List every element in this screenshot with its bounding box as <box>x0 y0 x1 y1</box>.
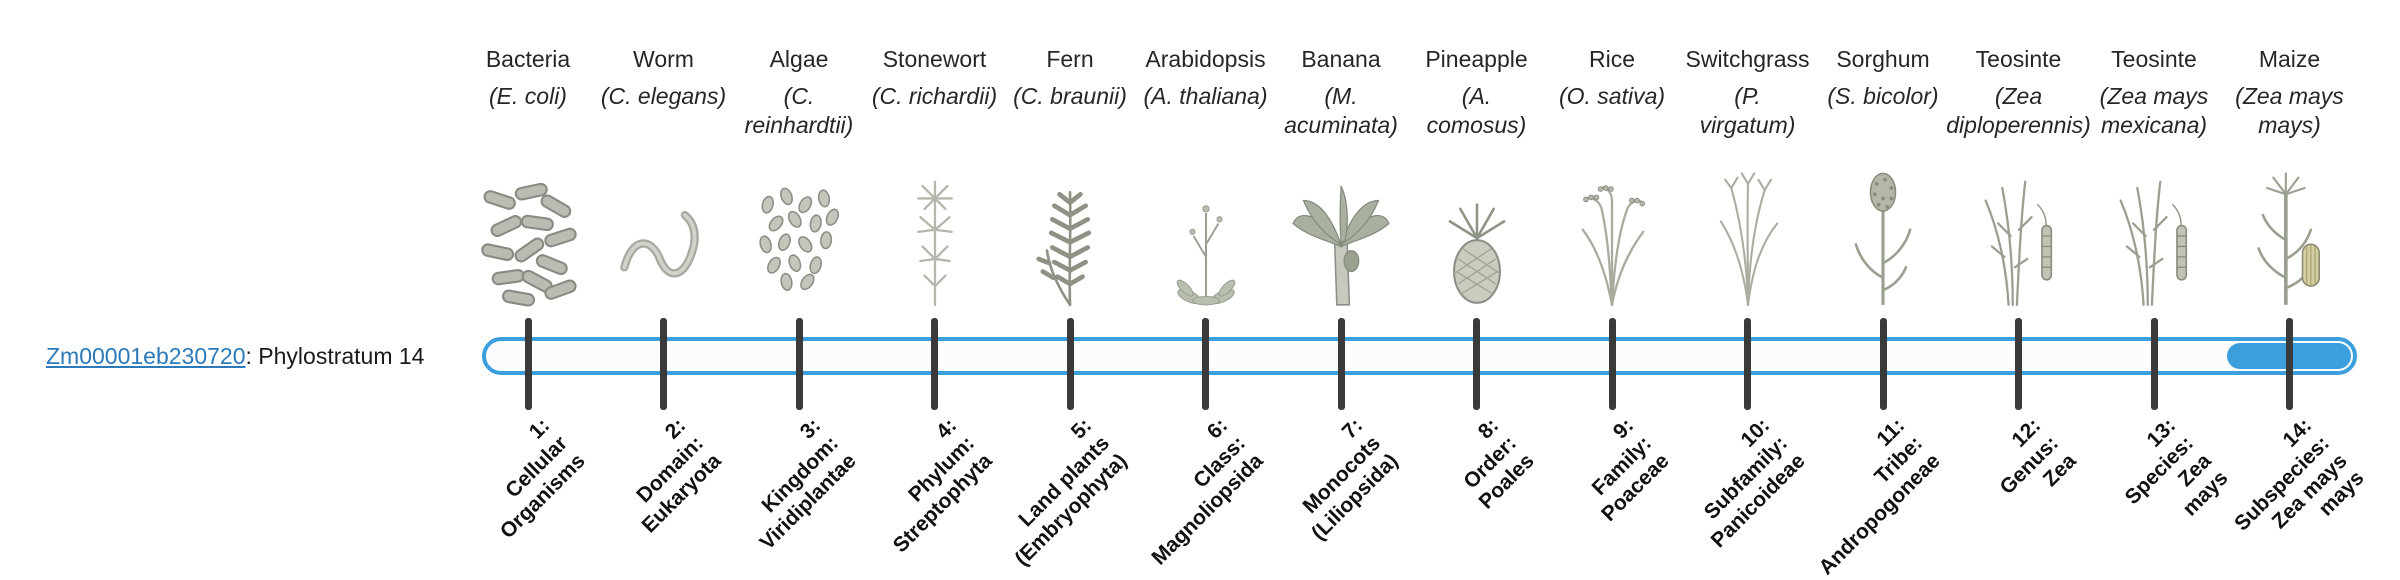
organism-sci-name: (A. thaliana) <box>1143 83 1268 109</box>
organism-name: Teosinte <box>1975 46 2062 72</box>
phylostratum-tick <box>524 318 532 410</box>
phylostratum-tick <box>1608 318 1616 410</box>
organism-sci-name: (Zea mays mexicana) <box>2099 83 2209 138</box>
gene-label: Zm00001eb230720: Phylostratum 14 <box>46 343 424 370</box>
phylostratum-tick <box>1202 318 1209 410</box>
sorghum-icon <box>1825 163 1941 309</box>
teosinte-icon <box>2096 163 2212 309</box>
organism-sci-name: (Zea diploperennis) <box>1946 83 2091 138</box>
organism-sci-name: (A. comosus) <box>1426 83 1527 138</box>
algae-icon <box>741 163 857 309</box>
organism-column: Teosinte (Zea diploperennis) 12: Genus: … <box>1944 0 2094 580</box>
organism-name: Banana <box>1301 46 1381 72</box>
organism-name: Arabidopsis <box>1145 46 1266 72</box>
phylostratum-tick <box>1337 318 1345 410</box>
organism-sci-name: (O. sativa) <box>1558 83 1666 109</box>
switchgrass-icon <box>1690 163 1806 309</box>
organism-name: Pineapple <box>1425 46 1528 72</box>
phylostratum-tick <box>2150 318 2158 410</box>
organism-column: Banana (M. acuminata) 7: Monocots (Lilio… <box>1266 0 1416 580</box>
organism-name: Algae <box>769 46 829 72</box>
organism-name: Worm <box>633 46 694 72</box>
phylostratum-tick <box>1473 318 1480 410</box>
gene-id-link[interactable]: Zm00001eb230720 <box>46 343 246 369</box>
phylostratum-tick <box>1744 318 1751 410</box>
organism-name: Teosinte <box>2111 46 2197 72</box>
arabidopsis-icon <box>1148 163 1264 309</box>
organism-sci-name: (C. braunii) <box>1013 83 1127 109</box>
organism-name: Rice <box>1588 46 1635 72</box>
organism-column: Teosinte (Zea mays mexicana) 13: Species… <box>2079 0 2233 580</box>
organism-column: Stonewort (C. richardii) 4: Phylum: Stre… <box>860 0 1010 580</box>
rice-icon <box>1554 163 1670 309</box>
organism-column: Bacteria (E. coli) 1: Cellular Organisms <box>453 0 603 580</box>
organism-column: Pineapple (A. comosus) 8: Order: Poales <box>1402 0 1552 580</box>
maize-icon <box>2232 163 2348 309</box>
organism-column: Worm (C. elegans) 2: Domain: Eukaryota <box>589 0 739 580</box>
organism-sci-name: (M. acuminata) <box>1284 83 1398 138</box>
phylostratum-track <box>482 337 2357 375</box>
pineapple-icon <box>1419 163 1535 309</box>
phylostratum-tick <box>1066 318 1074 410</box>
organism-sci-name: (E. coli) <box>489 83 567 109</box>
phylostratum-tick <box>1879 318 1887 410</box>
phylostratum-tick <box>2015 318 2022 410</box>
phylostratum-tick <box>660 318 667 410</box>
organism-column: Sorghum (S. bicolor) 11: Tribe: Andropog… <box>1808 0 1958 580</box>
organism-column: Arabidopsis (A. thaliana) 6: Class: Magn… <box>1131 0 1281 580</box>
organism-column: Maize (Zea mays mays) 14: Subspecies: Ze… <box>2215 0 2369 580</box>
worm-icon <box>606 163 722 309</box>
phylostratum-tick <box>931 318 938 410</box>
organism-sci-name: (Zea mays mays) <box>2235 83 2344 138</box>
organism-column: Algae (C. reinhardtii) 3: Kingdom: Virid… <box>724 0 874 580</box>
organism-name: Stonewort <box>882 46 987 72</box>
stonewort-icon <box>877 163 993 309</box>
organism-column: Switchgrass (P. virgatum) 10: Subfamily:… <box>1673 0 1823 580</box>
organism-sci-name: (S. bicolor) <box>1827 83 1939 109</box>
organism-column: Fern (C. braunii) 5: Land plants (Embryo… <box>995 0 1145 580</box>
organism-sci-name: (C. elegans) <box>600 83 727 109</box>
organism-column: Rice (O. sativa) 9: Family: Poaceae <box>1537 0 1687 580</box>
organism-name: Sorghum <box>1836 46 1930 72</box>
fern-icon <box>1012 163 1128 309</box>
banana-icon <box>1283 163 1399 309</box>
organism-name: Bacteria <box>485 46 571 72</box>
phylostratum-tick <box>795 318 803 410</box>
organism-name: Maize <box>2258 46 2321 72</box>
bacteria-icon <box>470 163 586 309</box>
teosinte-icon <box>1961 163 2077 309</box>
organism-name: Fern <box>1046 46 1094 72</box>
organism-sci-name: (C. reinhardtii) <box>744 83 854 138</box>
gene-label-suffix: : Phylostratum 14 <box>245 343 425 369</box>
phylostratum-tick <box>2286 318 2293 410</box>
organism-sci-name: (C. richardii) <box>871 83 998 109</box>
organism-name: Switchgrass <box>1685 46 1810 72</box>
organism-sci-name: (P. virgatum) <box>1699 83 1796 138</box>
